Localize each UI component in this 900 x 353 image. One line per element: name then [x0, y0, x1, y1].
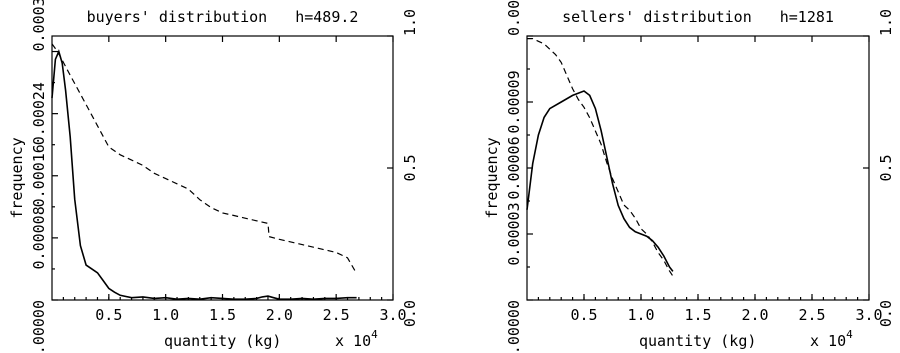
buyers-y2tick-label: 0.5: [401, 154, 419, 181]
buyers-plot-frame: [51, 35, 394, 301]
buyers-ytick-label: 0.00016: [30, 144, 48, 207]
buyers-title: buyers' distribution h=489.2: [87, 8, 359, 26]
sellers-xtick-label: 2.0: [741, 306, 768, 324]
buyers-bandwidth: h=489.2: [295, 8, 358, 26]
buyers-density-solid-line: [51, 49, 357, 301]
sellers-y2tick-label: 0.0: [877, 300, 895, 327]
sellers-xtick-label: 3.0: [855, 306, 882, 324]
sellers-panel: sellers' distribution h=1281 0.5 1.0 1.5 2.0 2…: [483, 0, 895, 353]
sellers-ytick-label: 0.00009: [505, 70, 523, 133]
sellers-xtick-label: 2.5: [798, 306, 825, 324]
sellers-ytick-label: 0.00003: [505, 202, 523, 265]
buyers-xtick-label: 1.5: [209, 306, 236, 324]
buyers-xtick-label: 1.0: [152, 306, 179, 324]
buyers-x-multiplier-exp: 4: [371, 328, 378, 341]
sellers-plot-frame: [526, 35, 870, 301]
sellers-x-multiplier: x 104: [810, 328, 853, 350]
sellers-xtick-label: 1.0: [627, 306, 654, 324]
buyers-ytick-label: 0.00032: [30, 0, 48, 52]
sellers-x-multiplier-exp: 4: [846, 328, 853, 341]
buyers-x-multiplier: x 104: [335, 328, 378, 350]
sellers-y2tick-label: 0.5: [877, 154, 895, 181]
buyers-y2tick-label: 0.0: [401, 300, 419, 327]
buyers-ytick-label: 0.00024: [30, 82, 48, 145]
buyers-ylabel: frequency: [8, 137, 26, 218]
sellers-ylabel: frequency: [483, 137, 501, 218]
buyers-panel: buyers' distribution h=489.2 0.5 1.0 1.5 2.0 2…: [8, 0, 419, 353]
sellers-xtick-label: 0.5: [570, 306, 597, 324]
sellers-bandwidth: h=1281: [780, 8, 834, 26]
sellers-cumulative-dashed-line: [527, 38, 674, 277]
sellers-title: sellers' distribution h=1281: [562, 8, 834, 26]
sellers-xlabel: quantity (kg): [639, 332, 756, 350]
sellers-x-multiplier-base: x 10: [810, 332, 846, 350]
sellers-y2tick-label: 1.0: [877, 9, 895, 36]
buyers-title-text: buyers' distribution: [87, 8, 268, 26]
buyers-xtick-label: 2.5: [323, 306, 350, 324]
buyers-xtick-label: 0.5: [95, 306, 122, 324]
buyers-cumulative-dashed-line: [51, 43, 358, 274]
sellers-density-solid-line: [526, 90, 674, 272]
buyers-ytick-label: 0.00000: [30, 300, 48, 353]
buyers-ytick-label: 0.00008: [30, 206, 48, 269]
buyers-x-multiplier-base: x 10: [335, 332, 371, 350]
sellers-title-text: sellers' distribution: [562, 8, 752, 26]
sellers-ytick-label: 0.00012: [505, 0, 523, 36]
sellers-ytick-label: 0.00006: [505, 136, 523, 199]
buyers-xtick-label: 3.0: [379, 306, 406, 324]
sellers-xtick-label: 1.5: [684, 306, 711, 324]
buyers-y2tick-label: 1.0: [401, 9, 419, 36]
sellers-ytick-label: 0.00000: [505, 300, 523, 353]
buyers-xlabel: quantity (kg): [164, 332, 281, 350]
buyers-xtick-label: 2.0: [266, 306, 293, 324]
